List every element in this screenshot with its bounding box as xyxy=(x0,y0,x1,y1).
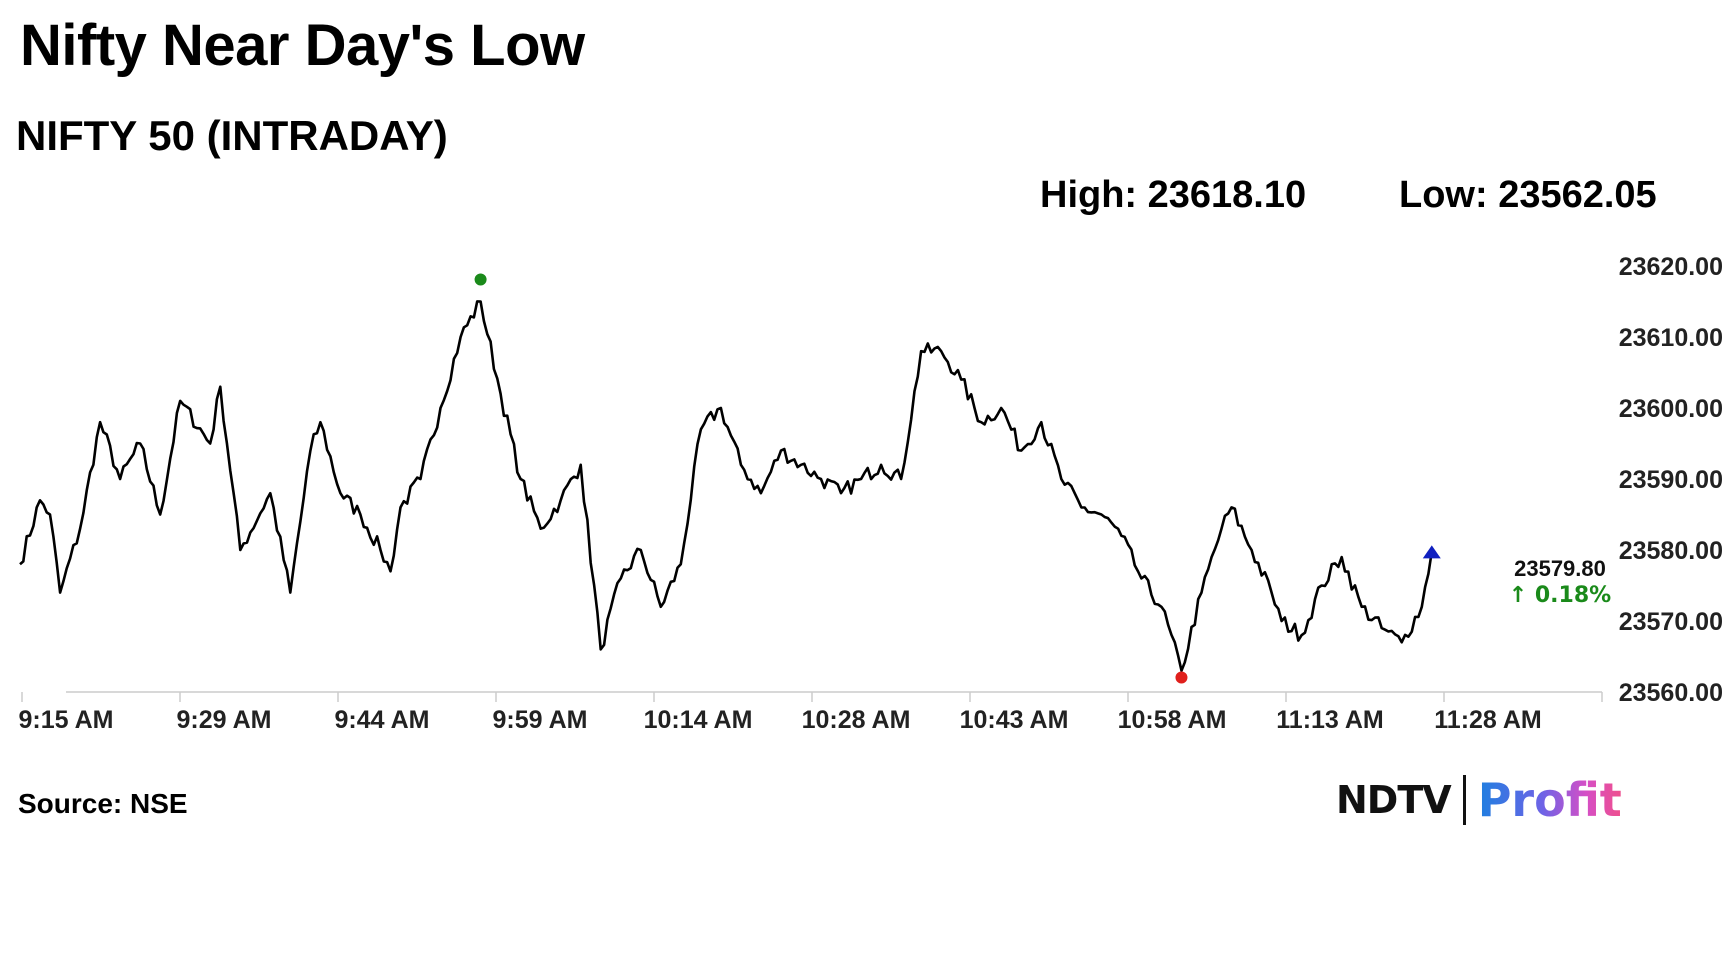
logo-divider xyxy=(1462,775,1466,825)
y-tick-label: 23570.00 xyxy=(1619,608,1723,636)
x-tick-label: 10:58 AM xyxy=(1118,706,1227,734)
logo-ndtv-text: NDTV xyxy=(1336,778,1452,822)
last-price-label-bg xyxy=(1508,552,1612,610)
y-tick-label: 23560.00 xyxy=(1619,679,1723,707)
x-tick-label: 10:14 AM xyxy=(644,706,753,734)
x-tick-label: 11:13 AM xyxy=(1276,706,1383,734)
x-tick-label: 9:29 AM xyxy=(177,706,272,734)
day-high-label: High: 23618.10 xyxy=(1040,174,1307,216)
nifty-price-line xyxy=(19,300,1434,672)
chart-headline: Nifty Near Day's Low xyxy=(20,13,585,78)
x-tick-label: 10:43 AM xyxy=(960,706,1069,734)
day-low-marker xyxy=(1175,671,1188,684)
last-price-label: 23579.80 xyxy=(1514,556,1606,581)
y-tick-label: 23580.00 xyxy=(1619,537,1723,565)
price-change-label: ↑ 0.18% xyxy=(1509,583,1611,608)
ndtv-profit-logo: NDTV Profit xyxy=(1336,770,1622,830)
y-tick-label: 23600.00 xyxy=(1619,395,1723,423)
day-low-label: Low: 23562.05 xyxy=(1399,174,1657,216)
x-tick-label: 9:59 AM xyxy=(493,706,588,734)
x-tick-label: 9:44 AM xyxy=(335,706,430,734)
source-note: Source: NSE xyxy=(18,788,188,819)
y-tick-label: 23590.00 xyxy=(1619,466,1723,494)
chart-subtitle: NIFTY 50 (INTRADAY) xyxy=(16,112,448,159)
day-high-marker xyxy=(474,273,487,286)
x-tick-label: 10:28 AM xyxy=(802,706,911,734)
x-tick-label: 9:15 AM xyxy=(19,706,114,734)
last-price-marker xyxy=(1422,545,1441,559)
logo-profit-text: Profit xyxy=(1477,773,1622,827)
x-tick-label: 11:28 AM xyxy=(1434,706,1541,734)
y-tick-label: 23620.00 xyxy=(1619,253,1723,281)
y-tick-label: 23610.00 xyxy=(1619,324,1723,352)
